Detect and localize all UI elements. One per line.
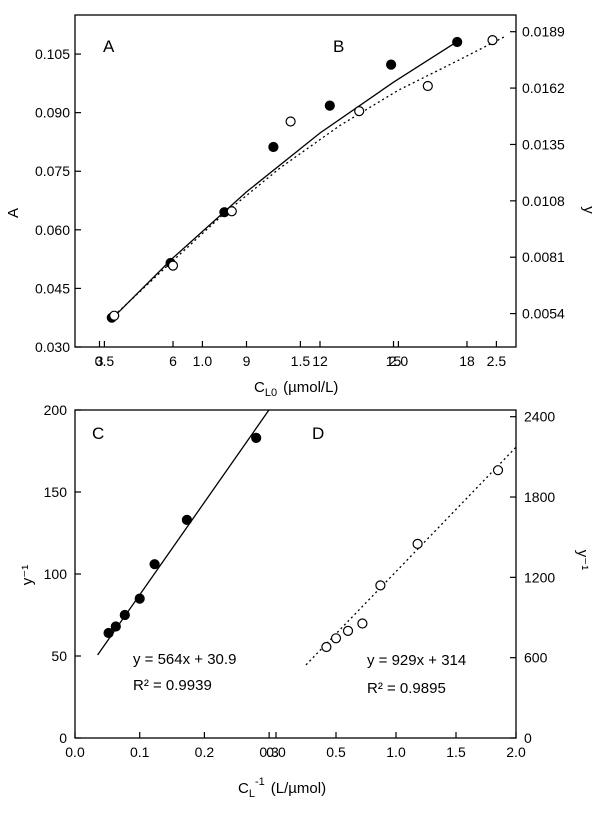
y-tick-label-c: 100 xyxy=(44,566,68,582)
x-tick-label-d: 2.0 xyxy=(506,744,526,760)
y-tick-label-a: 0.045 xyxy=(35,280,70,296)
y-tick-label-d: 1200 xyxy=(524,569,555,585)
panel-label-c: C xyxy=(92,424,104,443)
x-label-bottom-sup: -1 xyxy=(255,776,265,788)
data-point-b xyxy=(109,310,120,321)
x-tick-label-a: 15 xyxy=(386,353,402,369)
x-tick-label-b: 2.5 xyxy=(487,353,507,369)
r-squared-c: R² = 0.9939 xyxy=(133,677,212,694)
x-label-top-sub: L0 xyxy=(265,387,277,399)
data-point-b xyxy=(285,116,296,127)
x-tick-label-b: 1.5 xyxy=(291,353,311,369)
y-tick-label-b: 0.0189 xyxy=(522,24,565,40)
y-tick-label-c: 200 xyxy=(44,402,68,418)
data-point-b xyxy=(354,105,365,117)
y-tick-label-a: 0.075 xyxy=(35,163,70,179)
data-point-c xyxy=(251,432,262,443)
data-point-d xyxy=(375,580,386,591)
x-tick-label-d: 1.5 xyxy=(446,744,466,760)
y-tick-label-b: 0.0081 xyxy=(522,249,565,265)
y-tick-label-b: 0.0108 xyxy=(522,193,565,209)
x-tick-label-a: 9 xyxy=(243,353,251,369)
data-point-b xyxy=(487,34,498,46)
y-tick-label-d: 0 xyxy=(524,730,532,746)
x-tick-label-a: 3 xyxy=(96,353,104,369)
y-tick-label-a: 0.090 xyxy=(35,105,70,121)
y-tick-label-b: 0.0162 xyxy=(522,80,565,96)
x-label-bottom-c: C xyxy=(238,780,249,797)
data-point-a xyxy=(268,141,279,153)
x-tick-label-c: 0.2 xyxy=(195,744,215,760)
y-axis-label-a: A xyxy=(5,208,22,218)
x-tick-label-d: 0.5 xyxy=(326,744,346,760)
x-tick-label-a: 18 xyxy=(459,353,475,369)
data-point-c xyxy=(181,514,192,526)
data-point-d xyxy=(492,465,504,476)
data-point-a xyxy=(386,59,397,70)
axes-layer xyxy=(74,31,517,739)
y-tick-label-d: 2400 xyxy=(524,409,555,425)
data-point-d xyxy=(342,625,354,637)
equation-c: y = 564x + 30.9 xyxy=(133,651,236,668)
x-label-bottom-sub: L xyxy=(249,788,255,800)
fit-line-d xyxy=(305,446,517,666)
x-label-top-unit: (µmol/L) xyxy=(283,379,338,396)
x-tick-label-a: 6 xyxy=(169,353,177,369)
panel-label-a: A xyxy=(103,37,115,56)
x-tick-label-b: 2.0 xyxy=(389,353,409,369)
labels-layer: 3 6 9 12 15 180.0300.0450.0600.0750.0900.1050… xyxy=(35,24,565,760)
fit-curve-b xyxy=(113,35,507,317)
y-tick-label-c: 150 xyxy=(44,484,68,500)
fit-curve-a xyxy=(111,41,458,320)
x-label-top-c: C xyxy=(254,379,265,396)
x-tick-label-c: 0.0 xyxy=(65,744,85,760)
y-tick-label-b: 0.0135 xyxy=(522,136,565,152)
x-tick-label-c: 0.3 xyxy=(259,744,279,760)
data-point-c xyxy=(134,593,145,604)
y-tick-label-c: 0 xyxy=(59,730,67,746)
data-point-b xyxy=(226,206,237,217)
x-axis-label-bottom: CL-1 (L/µmol) xyxy=(238,776,326,800)
x-tick-label-b: 0.5 xyxy=(95,353,115,369)
y-axis-label-c: y⁻¹ xyxy=(19,565,36,585)
panel-label-b: B xyxy=(333,37,344,56)
x-tick-label-d: 1.0 xyxy=(386,744,406,760)
y-axis-label-d: y⁻¹ xyxy=(574,550,591,570)
data-point-a xyxy=(452,36,463,48)
data-point-d xyxy=(357,618,368,629)
data-point-b xyxy=(167,260,179,271)
y-tick-label-d: 600 xyxy=(524,650,548,666)
x-tick-label-d: 0.0 xyxy=(266,744,286,760)
y-tick-label-b: 0.0054 xyxy=(522,306,565,322)
y-tick-label-a: 0.060 xyxy=(35,222,70,238)
r-squared-d: R² = 0.9895 xyxy=(367,680,446,697)
data-point-c xyxy=(110,621,121,632)
panel-label-d: D xyxy=(312,424,324,443)
x-axis-label-top: CL0 (µmol/L) xyxy=(254,379,338,399)
y-tick-label-c: 50 xyxy=(51,648,67,664)
y-tick-label-a: 0.030 xyxy=(35,339,70,355)
y-tick-label-d: 1800 xyxy=(524,489,555,505)
data-point-c xyxy=(149,559,160,570)
data-point-b xyxy=(422,80,433,92)
data-point-a xyxy=(324,100,335,111)
y-tick-label-a: 0.105 xyxy=(35,46,70,62)
top-panel-frame xyxy=(74,14,517,348)
data-points-layer xyxy=(103,34,504,653)
x-tick-label-a: 12 xyxy=(312,353,328,369)
x-tick-label-c: 0.1 xyxy=(130,744,150,760)
x-tick-label-b: 1.0 xyxy=(193,353,213,369)
data-point-d xyxy=(412,538,423,550)
data-point-d xyxy=(321,641,332,653)
x-label-bottom-unit: (L/µmol) xyxy=(271,780,326,797)
y-axis-label-b: y xyxy=(580,206,597,214)
equation-d: y = 929x + 314 xyxy=(367,652,466,669)
data-point-c xyxy=(119,609,130,621)
fit-curves-layer xyxy=(97,35,517,666)
data-point-c xyxy=(103,627,114,639)
data-point-d xyxy=(330,633,342,644)
